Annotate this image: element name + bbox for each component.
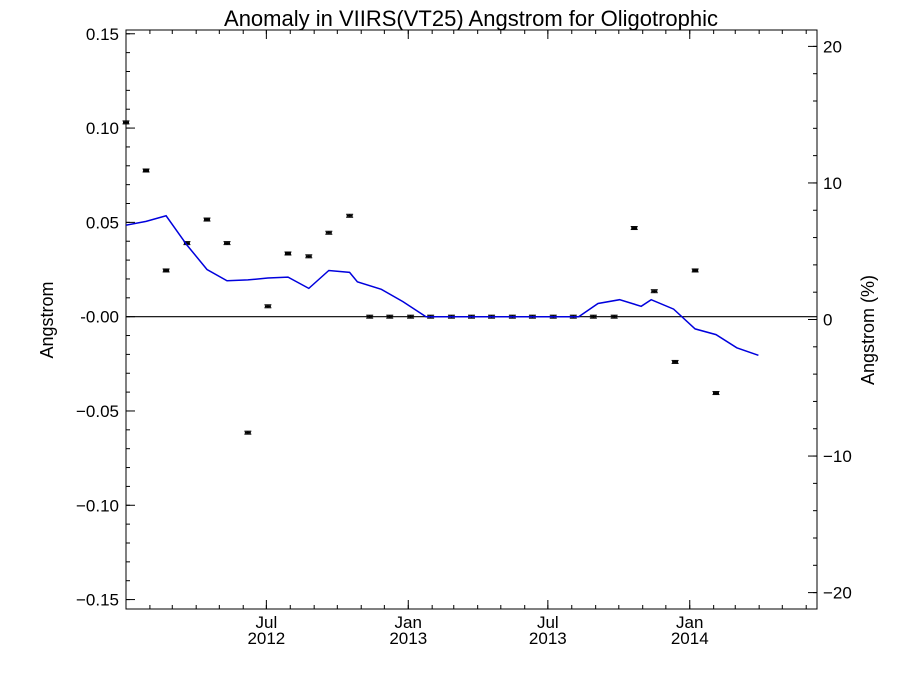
y-tick-label: -0.00 [80,308,119,327]
point-marker [123,121,129,124]
x-tick-label-year: 2014 [671,629,709,648]
data-point [346,213,354,218]
y2-axis-label: Angstrom (%) [858,275,878,385]
data-point [122,120,130,125]
x-tick-label-year: 2013 [529,629,567,648]
data-point [284,251,292,256]
y-axis-label: Angstrom [37,281,57,358]
data-point [407,314,415,319]
data-point [203,217,211,222]
y-tick-label: −0.15 [76,591,119,610]
point-marker [325,231,332,234]
data-point [325,230,333,235]
y2-tick-label: 10 [823,174,842,193]
x-tick-label-month: Jul [255,613,277,632]
data-point [244,430,252,435]
data-point [610,314,618,319]
data-point [142,168,150,173]
point-marker [651,290,658,293]
point-marker [163,269,170,272]
data-point [162,268,170,273]
y-tick-label: 0.15 [86,25,119,44]
data-point [630,226,638,231]
plot-area: 0.15 0.10 0.05 -0.00 −0.05 −0.10 −0.15 20 10 0 −10… [76,25,852,648]
point-marker [631,227,638,230]
point-marker [366,315,373,318]
data-point [264,304,272,309]
y-tick-label: 0.05 [86,213,119,232]
data-point [305,254,313,259]
point-marker [284,252,291,255]
x-tick-label-year: 2013 [389,629,427,648]
point-marker [183,242,190,245]
y-tick-label: −0.05 [76,402,119,421]
point-marker [407,315,414,318]
x-tick-label-year: 2012 [247,629,285,648]
data-point [650,289,658,294]
chart-title: Anomaly in VIIRS(VT25) Angstrom for Olig… [224,6,718,31]
y2-tick-label: 0 [823,311,832,330]
point-marker [203,218,210,221]
y-tick-label: −0.10 [76,496,119,515]
point-marker [346,214,353,217]
data-point [223,241,231,246]
point-marker [611,315,618,318]
point-marker [386,315,393,318]
point-marker [143,169,150,172]
data-point [691,268,699,273]
point-marker [224,242,231,245]
point-marker [264,305,271,308]
plot-frame [125,29,818,610]
y2-tick-label: −10 [823,447,852,466]
mean-line [125,214,759,357]
data-point [589,314,597,319]
data-point [366,314,374,319]
point-marker [692,269,699,272]
point-marker [590,315,597,318]
x-tick-label-month: Jul [537,613,559,632]
y2-tick-label: 20 [823,37,842,56]
point-marker [672,360,679,363]
point-marker [305,255,312,258]
point-marker [712,392,719,395]
data-point [386,314,394,319]
point-marker [244,431,251,434]
y2-tick-label: −20 [823,584,852,603]
x-tick-label-month: Jan [395,613,422,632]
x-tick-label-month: Jan [676,613,703,632]
data-point [712,391,720,396]
y-tick-label: 0.10 [86,119,119,138]
data-point [671,359,679,364]
